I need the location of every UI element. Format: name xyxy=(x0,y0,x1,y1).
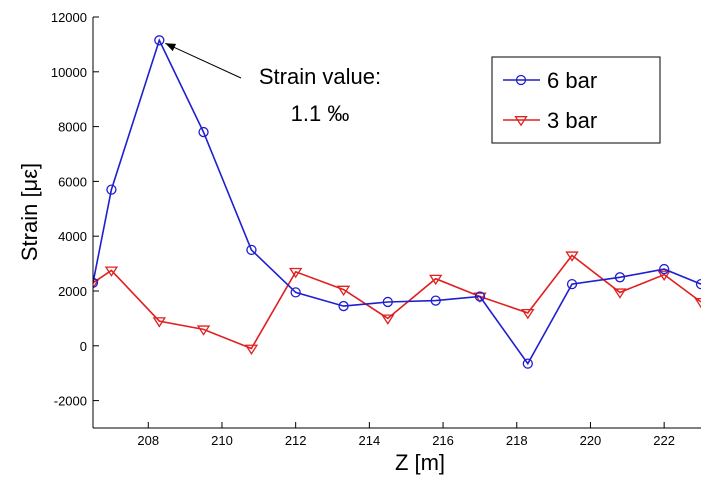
data-point-3-bar xyxy=(244,344,259,355)
data-point-3-bar xyxy=(657,270,671,281)
y-tick-label: 12000 xyxy=(51,10,87,25)
y-tick-label: 2000 xyxy=(58,284,87,299)
y-axis-label: Strain [με] xyxy=(17,163,42,261)
x-tick-label: 218 xyxy=(506,433,528,448)
data-point-3-bar xyxy=(521,308,535,320)
data-point-6-bar xyxy=(614,272,626,283)
plot-area xyxy=(93,35,701,369)
data-point-6-bar xyxy=(154,35,165,46)
x-tick-label: 210 xyxy=(211,433,233,448)
plot-layer xyxy=(93,35,701,369)
data-point-6-bar xyxy=(106,184,117,195)
data-point-3-bar xyxy=(428,274,443,286)
data-point-3-bar xyxy=(613,288,627,299)
data-point-6-bar xyxy=(474,291,486,302)
annotation-text-line-2: 1.1 ‰ xyxy=(291,101,350,126)
data-point-3-bar xyxy=(93,278,100,290)
x-tick-label: 222 xyxy=(653,433,675,448)
axis-layer: -2000 0 2000 4000 6000 8000 10000 12000 208 210 21… xyxy=(51,10,701,448)
y-tick-label: 6000 xyxy=(58,174,87,189)
data-point-6-bar xyxy=(246,244,257,256)
data-point-3-bar xyxy=(694,298,701,309)
data-point-3-bar xyxy=(104,266,119,277)
legend-marker-3-bar xyxy=(514,116,528,127)
data-point-6-bar xyxy=(566,278,578,290)
legend: 6 bar 3 bar xyxy=(491,56,661,144)
series-line-6-bar xyxy=(93,38,701,366)
y-tick-label: 8000 xyxy=(58,120,87,135)
data-point-6-bar xyxy=(290,287,301,298)
legend-label-6-bar: 6 bar xyxy=(547,68,597,93)
annotation-arrow-head xyxy=(165,43,177,52)
data-point-3-bar xyxy=(565,251,579,262)
data-point-6-bar xyxy=(695,279,701,290)
x-tick-label: 220 xyxy=(580,433,602,448)
annotation-text-line-1: Strain value: xyxy=(259,64,381,89)
annotation-arrow-line xyxy=(165,42,242,79)
annotation-layer: Strain value: 1.1 ‰ xyxy=(165,42,381,126)
legend-marker-6-bar xyxy=(515,74,527,86)
y-tick-label: 0 xyxy=(80,339,87,354)
y-tick-label: 10000 xyxy=(51,65,87,80)
x-tick-label: 212 xyxy=(285,433,307,448)
data-point-3-bar xyxy=(152,317,167,328)
y-tick-label: -2000 xyxy=(54,394,87,409)
data-point-3-bar xyxy=(196,325,211,336)
data-point-6-bar xyxy=(382,296,393,308)
data-point-6-bar xyxy=(338,300,349,312)
data-point-6-bar xyxy=(659,263,670,275)
x-axis-label: Z [m] xyxy=(395,450,445,475)
data-point-6-bar xyxy=(430,295,441,306)
legend-label-3-bar: 3 bar xyxy=(547,108,597,133)
data-point-6-bar xyxy=(522,358,533,369)
legend-box xyxy=(491,56,661,144)
data-point-3-bar xyxy=(336,285,351,297)
x-tick-label: 208 xyxy=(137,433,159,448)
data-point-3-bar xyxy=(288,267,303,279)
data-point-3-bar xyxy=(381,314,395,325)
data-point-6-bar xyxy=(93,277,99,288)
x-tick-label: 216 xyxy=(432,433,454,448)
y-tick-label: 4000 xyxy=(58,229,87,244)
x-tick-label: 214 xyxy=(359,433,381,448)
data-point-6-bar xyxy=(198,126,209,138)
